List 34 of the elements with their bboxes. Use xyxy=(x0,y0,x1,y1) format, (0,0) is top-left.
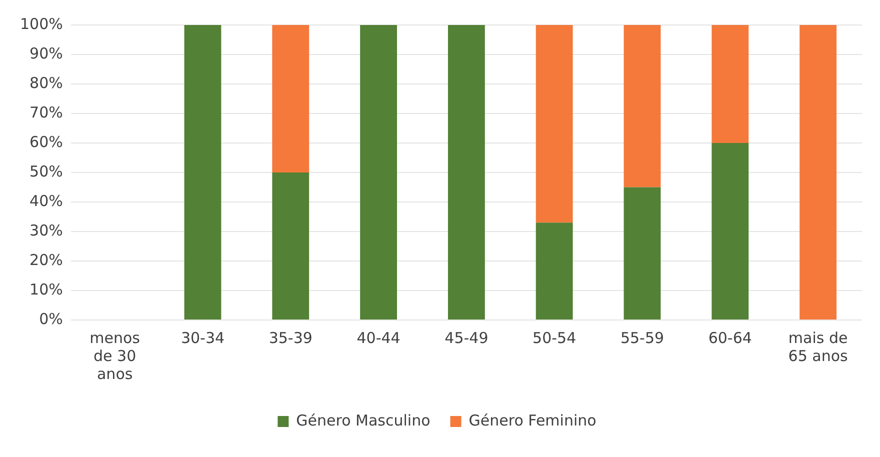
y-tick-label: 10% xyxy=(30,280,63,298)
legend-label: Género Masculino xyxy=(296,411,430,430)
bar xyxy=(536,25,573,223)
y-tick-label: 20% xyxy=(30,250,63,269)
legend-label: Género Feminino xyxy=(468,411,596,430)
y-tick-label: 50% xyxy=(30,162,63,180)
x-tick-label: 55-59 xyxy=(620,328,664,347)
bar xyxy=(712,25,749,143)
bar xyxy=(272,25,310,172)
bar xyxy=(448,25,485,320)
x-tick-label: 50-54 xyxy=(532,328,576,347)
y-tick-label: 40% xyxy=(30,192,63,210)
x-tick-label: 45-49 xyxy=(444,328,488,347)
x-tick-label: 40-44 xyxy=(356,328,400,347)
bar xyxy=(272,172,310,320)
y-tick-label: 90% xyxy=(30,44,63,62)
y-tick-label: 100% xyxy=(20,14,63,33)
y-tick-label: 30% xyxy=(30,221,63,240)
y-tick-label: 60% xyxy=(30,132,63,151)
bar xyxy=(712,143,749,320)
bar xyxy=(624,187,661,320)
y-tick-label: 80% xyxy=(30,74,63,92)
bar xyxy=(536,222,573,320)
x-tick-label: menos de 30 anos xyxy=(90,328,140,383)
bar xyxy=(624,25,661,188)
y-tick-label: 0% xyxy=(39,310,63,328)
x-tick-label: 30-34 xyxy=(180,328,225,347)
x-tick-label: 35-39 xyxy=(268,328,312,347)
y-tick-label: 70% xyxy=(30,103,63,122)
bar xyxy=(360,25,397,320)
bar xyxy=(800,25,837,320)
x-tick-label: mais de 65 anos xyxy=(788,328,848,365)
x-tick-label: 60-64 xyxy=(708,328,752,347)
bar xyxy=(184,25,222,320)
